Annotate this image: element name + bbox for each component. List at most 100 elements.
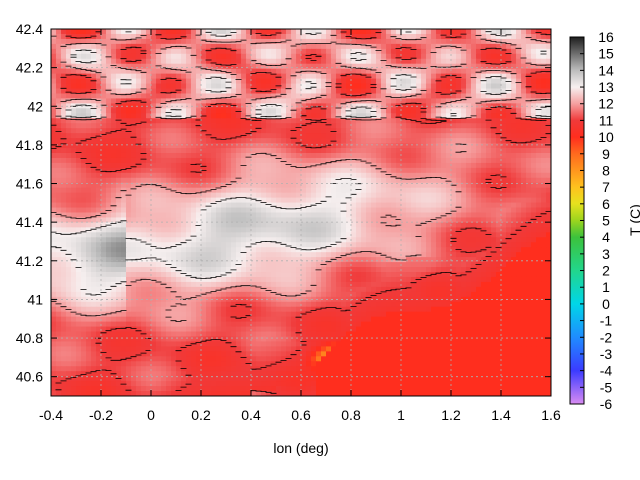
heatmap-cell [536,182,542,189]
heatmap-cell [96,202,102,209]
heatmap-cell [216,78,222,85]
heatmap-cell [146,167,152,174]
heatmap-cell [161,83,167,90]
heatmap-cell [91,113,97,119]
heatmap-cell [336,78,342,85]
heatmap-cell [366,43,372,50]
heatmap-cell [201,63,207,70]
heatmap-cell [181,108,187,114]
heatmap-cell [491,227,497,233]
heatmap-cell [356,262,362,268]
heatmap-cell [191,83,197,90]
heatmap-cell [246,177,252,184]
heatmap-cell [386,192,392,199]
heatmap-cell [296,257,302,263]
heatmap-cell [336,143,342,149]
heatmap-cell [391,207,397,214]
heatmap-cell [366,207,372,214]
heatmap-cell [136,202,142,209]
heatmap-cell [431,182,437,189]
heatmap-cell [381,68,387,75]
heatmap-cell [261,212,267,219]
heatmap-cell [386,257,392,263]
heatmap-cell [481,33,487,40]
heatmap-cell [331,58,337,65]
heatmap-cell [71,38,77,45]
heatmap-cell [376,128,382,134]
heatmap-cell [396,232,402,238]
heatmap-cell [406,217,412,224]
heatmap-cell [201,187,207,194]
heatmap-cell [186,103,192,109]
heatmap-cell [101,68,107,75]
heatmap-cell [521,133,527,139]
heatmap-cell [366,138,372,144]
heatmap-cell [236,262,242,268]
heatmap-cell [476,123,482,129]
heatmap-cell [101,212,107,219]
heatmap-cell [326,53,332,60]
heatmap-cell [416,123,422,129]
heatmap-cell [436,118,442,124]
heatmap-cell [316,237,322,243]
heatmap-cell [481,227,487,233]
heatmap-cell [76,133,82,139]
heatmap-cell [116,38,122,45]
heatmap-cell [321,29,327,35]
heatmap-cell [211,143,217,149]
heatmap-cell [156,172,162,179]
heatmap-cell [301,133,307,139]
heatmap-cell [171,262,177,268]
heatmap-cell [461,212,467,219]
heatmap-cell [481,262,487,268]
heatmap-cell [311,262,317,268]
heatmap-cell [51,128,57,134]
heatmap-cell [311,98,317,104]
heatmap-cell [496,58,502,65]
heatmap-cell [406,133,412,139]
heatmap-cell [356,252,362,258]
heatmap-cell [311,93,317,100]
heatmap-cell [491,98,497,104]
heatmap-cell [321,128,327,134]
heatmap-cell [331,33,337,40]
heatmap-cell [81,68,87,75]
heatmap-cell [141,38,147,45]
heatmap-cell [131,138,137,144]
heatmap-cell [351,48,357,55]
heatmap-cell [146,212,152,219]
heatmap-cell [116,33,122,40]
heatmap-cell [376,152,382,159]
heatmap-cell [376,53,382,60]
heatmap-cell [436,98,442,104]
heatmap-cell [126,53,132,60]
heatmap-cell [536,133,542,139]
heatmap-cell [371,118,377,124]
heatmap-cell [326,227,332,233]
heatmap-cell [431,272,437,278]
heatmap-cell [336,113,342,119]
heatmap-cell [186,98,192,104]
heatmap-cell [266,143,272,149]
heatmap-cell [186,157,192,164]
heatmap-cell [151,148,157,154]
heatmap-cell [441,232,447,238]
heatmap-cell [131,133,137,139]
heatmap-cell [186,29,192,35]
heatmap-cell [356,148,362,154]
heatmap-cell [76,257,82,263]
heatmap-cell [416,108,422,114]
heatmap-cell [506,167,512,174]
heatmap-cell [436,53,442,60]
heatmap-cell [151,222,157,228]
heatmap-cell [246,48,252,55]
heatmap-cell [101,197,107,204]
heatmap-cell [371,167,377,174]
heatmap-cell [241,237,247,243]
heatmap-cell [296,118,302,124]
heatmap-cell [351,257,357,263]
heatmap-cell [361,197,367,204]
heatmap-cell [81,177,87,184]
heatmap-cell [116,148,122,154]
heatmap-cell [431,227,437,233]
